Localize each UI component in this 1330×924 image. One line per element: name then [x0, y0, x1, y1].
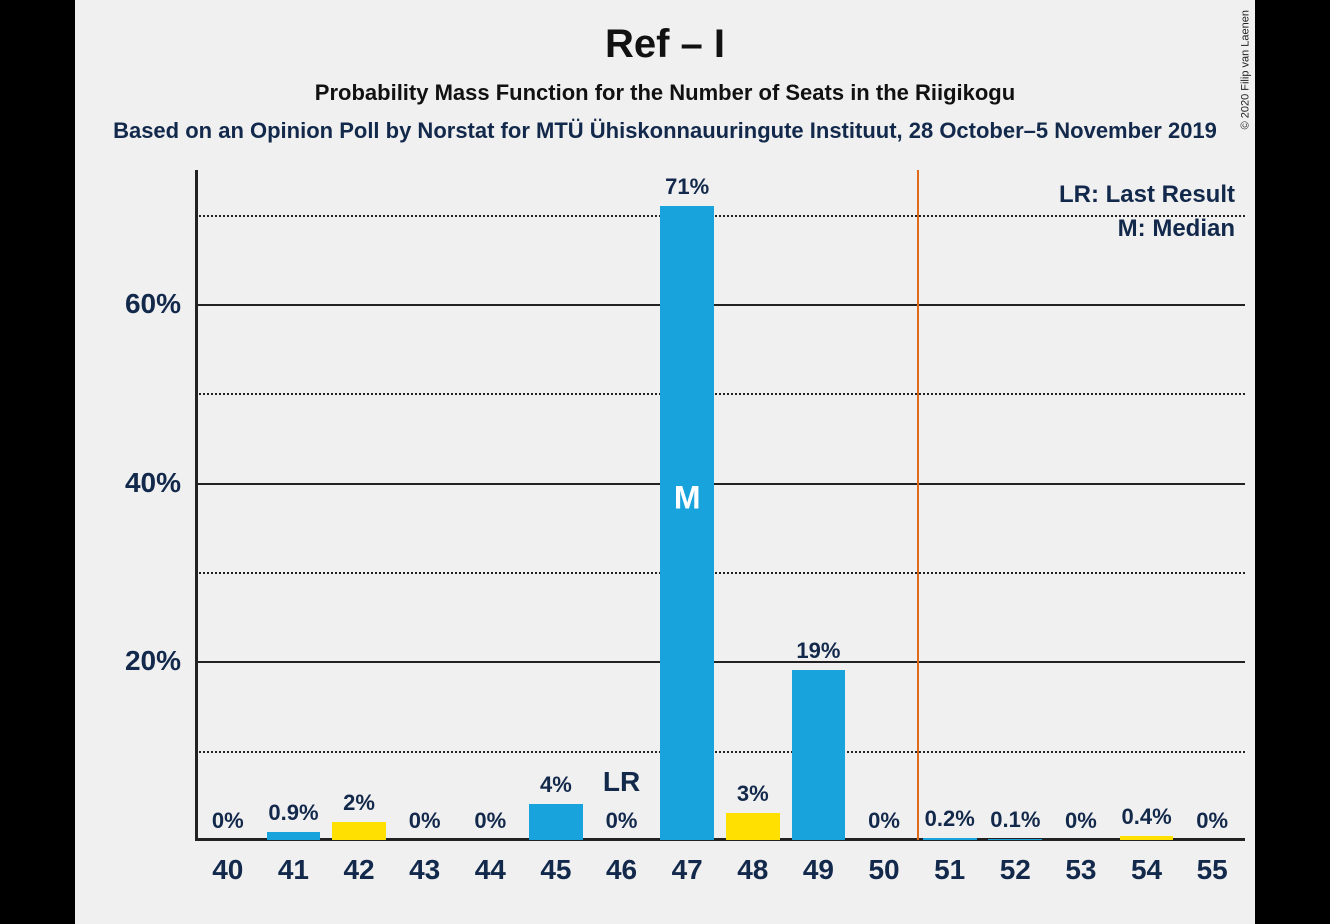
bar: [792, 670, 846, 840]
bar-value-label: 3%: [737, 781, 769, 813]
plot-area: LR: Last Result M: Median 20%40%60%400%4…: [195, 170, 1245, 840]
y-axis: [195, 170, 198, 840]
y-tick-label: 40%: [125, 467, 195, 499]
gridline-minor: [195, 215, 1245, 217]
last-result-marker: LR: [603, 766, 640, 840]
x-tick-label: 47: [672, 840, 703, 886]
bar: [529, 804, 583, 840]
bar-value-label: 71%: [665, 174, 709, 206]
bar-value-label: 0%: [474, 808, 506, 840]
x-tick-label: 42: [343, 840, 374, 886]
chart-source-line: Based on an Opinion Poll by Norstat for …: [75, 118, 1255, 144]
x-tick-label: 52: [1000, 840, 1031, 886]
x-tick-label: 54: [1131, 840, 1162, 886]
chart-panel: © 2020 Filip van Laenen Ref – I Probabil…: [75, 0, 1255, 924]
bar: [660, 206, 714, 840]
bar-value-label: 4%: [540, 772, 572, 804]
majority-threshold-line: [917, 170, 919, 840]
chart-title: Ref – I: [75, 22, 1255, 67]
y-tick-label: 60%: [125, 288, 195, 320]
chart-outer: © 2020 Filip van Laenen Ref – I Probabil…: [0, 0, 1330, 924]
bar-value-label: 0%: [868, 808, 900, 840]
bar-value-label: 0%: [1196, 808, 1228, 840]
x-tick-label: 45: [540, 840, 571, 886]
x-tick-label: 55: [1197, 840, 1228, 886]
bar-value-label: 2%: [343, 790, 375, 822]
bar: [267, 832, 321, 840]
bar-value-label: 0%: [409, 808, 441, 840]
x-tick-label: 50: [868, 840, 899, 886]
x-tick-label: 49: [803, 840, 834, 886]
x-tick-label: 40: [212, 840, 243, 886]
legend: LR: Last Result M: Median: [1059, 178, 1235, 245]
gridline-minor: [195, 572, 1245, 574]
bar-value-label: 19%: [796, 638, 840, 670]
bar: [726, 813, 780, 840]
x-tick-label: 46: [606, 840, 637, 886]
chart-subtitle: Probability Mass Function for the Number…: [75, 80, 1255, 106]
x-tick-label: 43: [409, 840, 440, 886]
bar-value-label: 0.1%: [990, 807, 1040, 839]
median-marker: M: [674, 480, 701, 517]
y-tick-label: 20%: [125, 645, 195, 677]
gridline-major: [195, 661, 1245, 663]
gridline-minor: [195, 751, 1245, 753]
bar-value-label: 0.9%: [268, 800, 318, 832]
bar-value-label: 0%: [1065, 808, 1097, 840]
bar-value-label: 0.4%: [1121, 804, 1171, 836]
legend-lr: LR: Last Result: [1059, 178, 1235, 212]
bar-value-label: 0%: [212, 808, 244, 840]
bar: [332, 822, 386, 840]
x-tick-label: 48: [737, 840, 768, 886]
bar-value-label: 0.2%: [925, 806, 975, 838]
x-tick-label: 53: [1065, 840, 1096, 886]
x-tick-label: 41: [278, 840, 309, 886]
gridline-major: [195, 483, 1245, 485]
gridline-major: [195, 304, 1245, 306]
x-tick-label: 44: [475, 840, 506, 886]
gridline-minor: [195, 393, 1245, 395]
x-tick-label: 51: [934, 840, 965, 886]
